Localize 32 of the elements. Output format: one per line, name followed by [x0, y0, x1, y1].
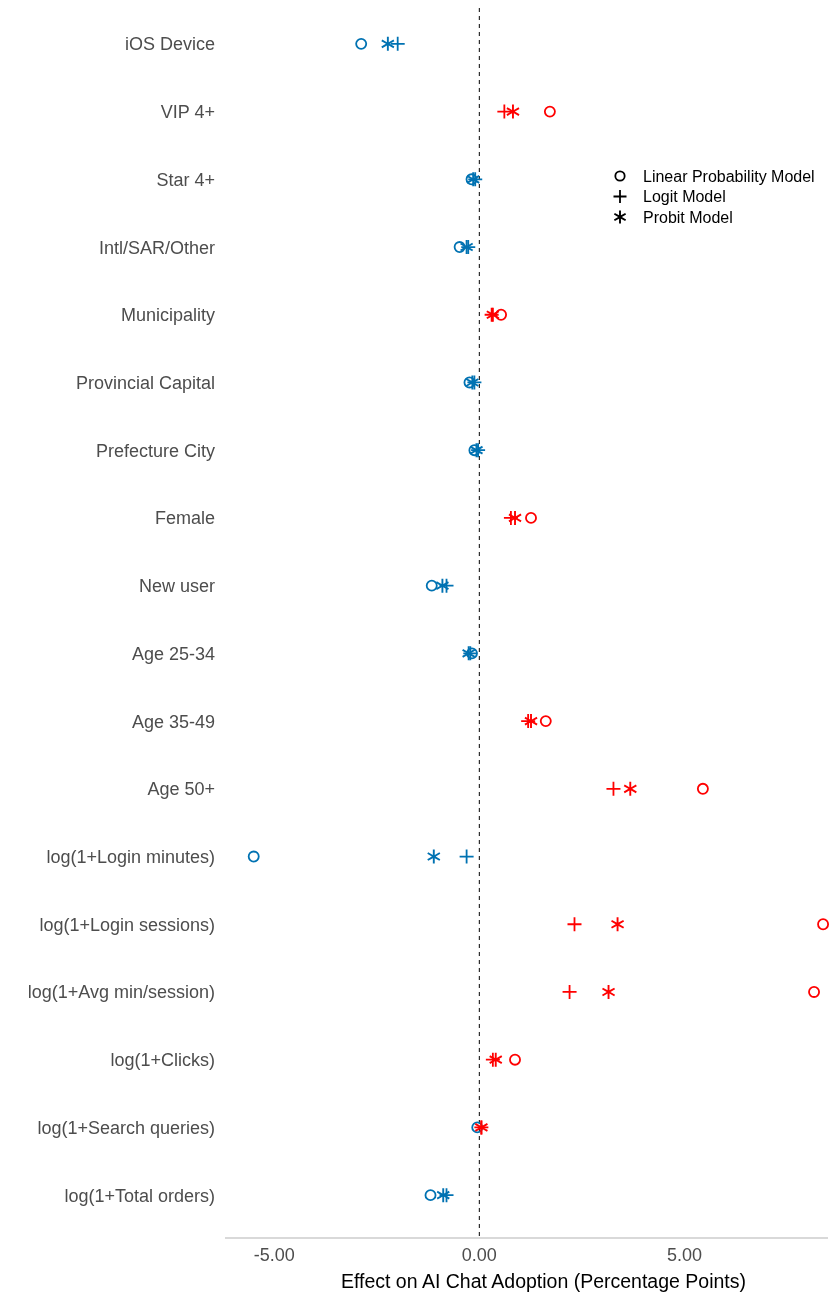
y-tick-label: New user: [138, 576, 215, 597]
x-axis-title: Effect on AI Chat Adoption (Percentage Points): [340, 1270, 747, 1292]
y-tick-label: Municipality: [120, 305, 215, 326]
text: Probit Model: [643, 208, 733, 226]
x-tick-label: 5.00: [666, 1245, 702, 1265]
y-tick-label: Age 25-34: [131, 643, 215, 664]
y-tick-label: log(1+Login sessions): [39, 914, 215, 935]
y-tick-label: log(1+Search queries): [37, 1117, 215, 1138]
x-tick-label: -5.00: [253, 1245, 295, 1265]
y-tick-label: iOS Device: [124, 34, 215, 55]
point: [466, 647, 478, 660]
y-tick-label: Star 4+: [156, 169, 215, 190]
y-tick-label: Provincial Capital: [75, 372, 215, 393]
y-tick-label: VIP 4+: [160, 102, 215, 123]
text: Linear Probability Model: [643, 167, 815, 185]
text: Logit Model: [643, 188, 726, 205]
y-tick-label: Age 50+: [147, 779, 215, 800]
y-tick-label: Intl/SAR/Other: [98, 237, 215, 258]
point: [453, 241, 466, 253]
y-tick-label: Female: [154, 508, 215, 529]
y-tick-label: log(1+Login minutes): [46, 847, 215, 868]
point: [247, 850, 260, 863]
y-tick-label: Prefecture City: [95, 440, 215, 461]
point: [425, 579, 438, 592]
point: [424, 1189, 437, 1202]
x-tick-label: 0.00: [461, 1245, 497, 1265]
point: [355, 37, 368, 50]
y-tick-label: log(1+Total orders): [64, 1185, 215, 1206]
y-tick-label: Age 35-49: [131, 711, 215, 732]
y-tick-label: log(1+Clicks): [110, 1050, 215, 1071]
point: [471, 1121, 484, 1134]
y-tick-label: log(1+Avg min/session): [27, 982, 215, 1003]
